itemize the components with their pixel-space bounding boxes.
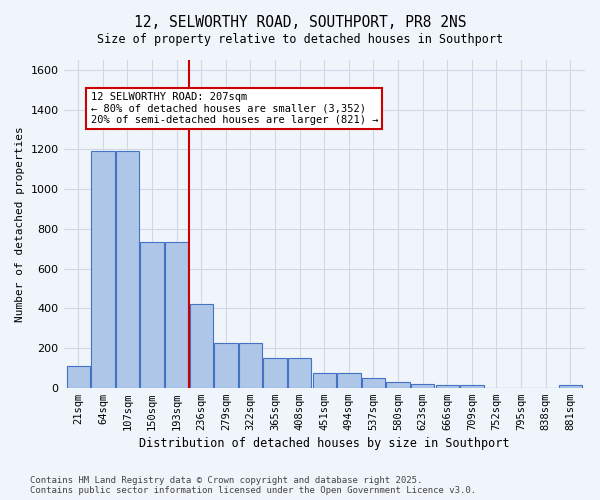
Bar (165, 242, 188, 388)
Bar (116, 152, 139, 388)
Bar (337, 373, 361, 388)
Y-axis label: Number of detached properties: Number of detached properties (15, 126, 25, 322)
Bar (140, 242, 164, 388)
Bar (386, 382, 410, 388)
Bar (190, 304, 213, 388)
Text: Contains HM Land Registry data © Crown copyright and database right 2025.
Contai: Contains HM Land Registry data © Crown c… (30, 476, 476, 495)
Bar (436, 384, 459, 388)
Bar (288, 358, 311, 388)
Bar (313, 373, 336, 388)
Bar (91, 152, 115, 388)
Bar (214, 343, 238, 388)
Bar (67, 366, 90, 388)
Bar (362, 378, 385, 388)
Text: 12, SELWORTHY ROAD, SOUTHPORT, PR8 2NS: 12, SELWORTHY ROAD, SOUTHPORT, PR8 2NS (134, 15, 466, 30)
Text: Size of property relative to detached houses in Southport: Size of property relative to detached ho… (97, 32, 503, 46)
Bar (239, 343, 262, 388)
Bar (263, 358, 287, 388)
Bar (460, 384, 484, 388)
X-axis label: Distribution of detached houses by size in Southport: Distribution of detached houses by size … (139, 437, 509, 450)
Bar (559, 384, 582, 388)
Text: 12 SELWORTHY ROAD: 207sqm
← 80% of detached houses are smaller (3,352)
20% of se: 12 SELWORTHY ROAD: 207sqm ← 80% of detac… (91, 92, 378, 125)
Bar (411, 384, 434, 388)
